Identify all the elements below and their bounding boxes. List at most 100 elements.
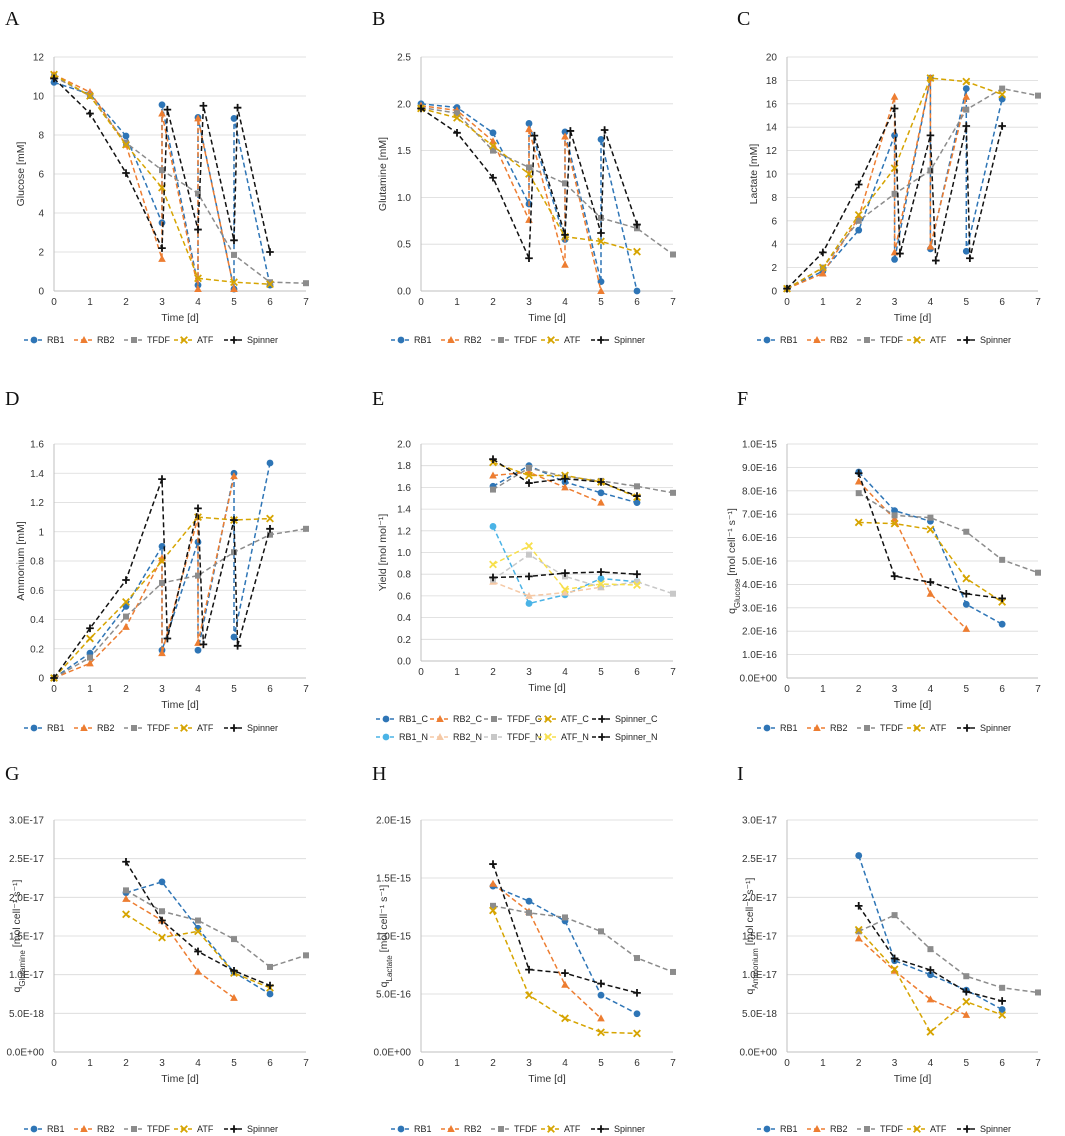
data-point (926, 525, 935, 534)
y-tick-label: 2.0 (397, 99, 411, 110)
data-point (962, 92, 971, 100)
data-point (266, 525, 274, 533)
data-point (891, 912, 898, 919)
legend-label: TFDF (514, 335, 537, 345)
legend-marker (382, 733, 390, 741)
y-tick-label: 8.0E-16 (742, 486, 777, 497)
data-point (783, 284, 791, 293)
legend-entry-rb2: RB2 (74, 723, 115, 733)
legend-marker (131, 1126, 137, 1132)
legend-label: RB2 (464, 335, 482, 345)
data-point (597, 580, 605, 588)
x-tick-label: 6 (634, 667, 640, 678)
legend-marker (180, 724, 188, 732)
data-point (159, 908, 165, 915)
data-point (600, 126, 609, 134)
x-tick-label: 7 (670, 297, 676, 308)
x-tick-label: 4 (928, 684, 934, 695)
series-line (492, 553, 674, 595)
legend-label: Spinner (247, 335, 278, 345)
x-tick-label: 7 (303, 684, 309, 695)
data-point (561, 231, 569, 239)
legend-marker (180, 1125, 188, 1133)
y-axis-title-subscript: Glucose (733, 578, 742, 608)
y-tick-label: 2.0E-16 (742, 627, 777, 638)
legend-entry-rb1: RB1 (391, 335, 432, 345)
data-point (634, 955, 640, 962)
x-tick-label: 6 (999, 684, 1005, 695)
y-tick-label: 5.0E-16 (376, 990, 411, 1001)
series-line (420, 103, 638, 292)
x-tick-label: 4 (195, 684, 201, 695)
y-tick-label: 1.0E-17 (9, 970, 44, 981)
data-point (231, 549, 237, 556)
data-point (855, 928, 862, 935)
data-point (890, 572, 899, 581)
y-tick-label: 12 (33, 53, 45, 64)
series-line (786, 77, 968, 290)
data-point (123, 613, 129, 620)
legend: RB1 RB2 TFDF ATF Spinner (757, 335, 1011, 345)
data-point (199, 640, 208, 649)
x-tick-label: 0 (418, 1058, 424, 1069)
legend-marker (547, 336, 555, 344)
data-point (597, 237, 605, 246)
legend-label: RB2 (830, 723, 848, 733)
data-point (86, 92, 94, 100)
x-tick-label: 4 (195, 1058, 201, 1069)
data-point (122, 132, 130, 140)
legend-label: RB2_N (453, 732, 482, 742)
x-tick-label: 7 (1035, 297, 1041, 308)
data-point (561, 132, 569, 140)
data-point (962, 997, 971, 1006)
legend-entry-tfdf: TFDF (124, 1124, 170, 1134)
y-axis-title-unit: [mol cell⁻¹ s⁻¹] (726, 508, 738, 579)
x-tick-label: 3 (892, 297, 898, 308)
data-point (530, 131, 539, 140)
x-tick-label: 4 (562, 667, 568, 678)
y-tick-label: 0.6 (30, 586, 44, 597)
data-point (998, 95, 1006, 103)
legend-marker (131, 725, 137, 731)
y-tick-label: 0.0E+00 (739, 674, 777, 685)
x-tick-label: 3 (159, 297, 165, 308)
legend-label: TFDF (147, 335, 170, 345)
panel-letter: I (737, 763, 744, 785)
x-tick-label: 5 (964, 684, 970, 695)
legend-marker (230, 1125, 238, 1133)
data-point (525, 125, 533, 133)
data-point (194, 285, 202, 293)
legend-label: ATF (564, 1124, 581, 1134)
y-tick-label: 0.0 (397, 657, 411, 668)
x-tick-label: 3 (526, 1058, 532, 1069)
data-point (194, 504, 202, 513)
data-point (962, 574, 971, 583)
x-tick-label: 3 (892, 684, 898, 695)
legend-marker (763, 336, 771, 344)
x-axis-title: Time [d] (528, 1073, 566, 1085)
data-point (489, 455, 497, 463)
panel-b: B 0.0 0.5 1.0 1.5 2.0 2.5 0 1 2 3 4 5 6 7 Time [d] Gluta… (372, 8, 676, 345)
panel-letter: G (5, 763, 19, 785)
data-point (670, 590, 676, 597)
data-point (561, 588, 569, 596)
series-spinner (122, 857, 274, 990)
data-point (230, 115, 238, 122)
legend-entry-rb1-c: RB1_C (376, 714, 429, 724)
legend-marker (30, 336, 38, 344)
data-point (122, 622, 130, 630)
legend-label: RB2 (97, 335, 115, 345)
legend-label: ATF_C (561, 714, 589, 724)
x-tick-label: 2 (856, 297, 862, 308)
legend-entry-atf: ATF (907, 1124, 947, 1134)
x-tick-label: 7 (670, 1058, 676, 1069)
y-tick-label: 8 (38, 131, 44, 142)
data-point (633, 492, 641, 500)
data-point (634, 483, 640, 490)
legend-marker (397, 336, 405, 344)
series-atf (783, 74, 1007, 293)
x-tick-label: 5 (231, 297, 237, 308)
x-tick-label: 7 (1035, 1058, 1041, 1069)
legend-label: ATF (564, 335, 581, 345)
data-point (891, 256, 898, 263)
